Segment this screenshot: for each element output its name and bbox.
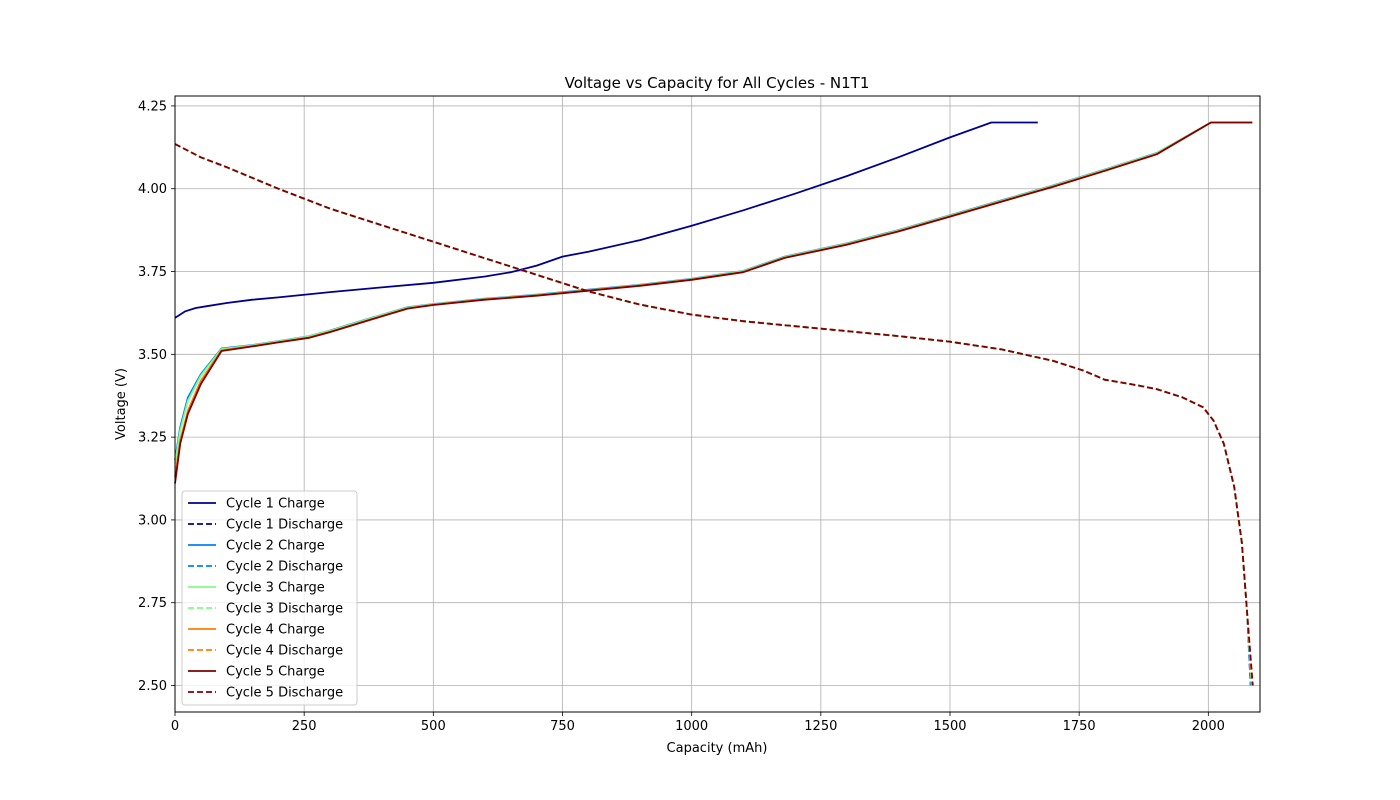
y-tick-label: 3.75: [138, 265, 167, 280]
legend-box: [181, 490, 358, 706]
legend-label: Cycle 3 Charge: [226, 581, 325, 596]
legend-label: Cycle 5 Charge: [226, 665, 325, 680]
axis-ticks: 0 250 500 750 1000 1250 1500 1750 2000 2.50 2.75 3.…: [138, 99, 1225, 734]
cycle-5-discharge-line: [174, 143, 1254, 686]
x-tick-label: 2000: [1192, 719, 1225, 734]
x-axis-label: Capacity (mAh): [667, 741, 768, 756]
y-tick-label: 3.00: [138, 513, 167, 528]
x-tick-label: 1500: [933, 719, 966, 734]
y-axis-label: Voltage (V): [114, 368, 129, 440]
y-tick-label: 4.25: [138, 99, 167, 114]
plot-frame: [174, 95, 1261, 713]
legend-label: Cycle 5 Discharge: [226, 686, 343, 701]
x-tick-label: 750: [550, 719, 575, 734]
legend-label: Cycle 2 Charge: [226, 539, 325, 554]
cycle-1-charge-line: [174, 121, 1038, 319]
legend-label: Cycle 4 Charge: [226, 623, 325, 638]
x-tick-label: 250: [292, 719, 317, 734]
y-tick-label: 4.00: [138, 182, 167, 197]
x-tick-label: 1750: [1063, 719, 1096, 734]
legend-label: Cycle 1 Charge: [226, 497, 325, 512]
grid: [174, 96, 1260, 712]
x-tick-label: 1250: [804, 719, 837, 734]
legend-label: Cycle 4 Discharge: [226, 644, 343, 659]
cycle-5-charge-line: [174, 121, 1253, 484]
x-tick-label: 1000: [675, 719, 708, 734]
y-tick-label: 2.75: [138, 596, 167, 611]
y-tick-label: 3.50: [138, 348, 167, 363]
y-tick-label: 3.25: [138, 431, 167, 446]
legend-label: Cycle 1 Discharge: [226, 518, 343, 533]
legend-label: Cycle 2 Discharge: [226, 560, 343, 575]
chart-title: Voltage vs Capacity for All Cycles - N1T…: [565, 74, 870, 92]
legend: Cycle 1 Charge Cycle 1 Discharge Cycle 2 C…: [181, 490, 358, 706]
y-tick-label: 2.50: [138, 679, 167, 694]
legend-label: Cycle 3 Discharge: [226, 602, 343, 617]
x-tick-label: 0: [171, 719, 179, 734]
plot-area: [174, 121, 1254, 686]
x-tick-label: 500: [421, 719, 446, 734]
